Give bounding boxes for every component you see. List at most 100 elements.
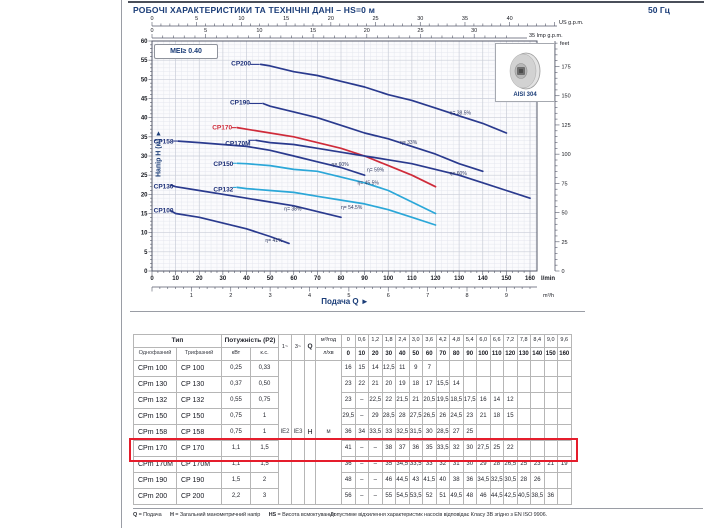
head-value: 51 (435, 488, 450, 505)
power-hp: 1 (250, 408, 279, 425)
pump-model-single-phase: CPm 100 (133, 360, 177, 377)
power-hp: 2 (250, 472, 279, 489)
svg-text:6: 6 (387, 293, 390, 299)
svg-text:7: 7 (426, 293, 429, 299)
curve-label-CP130: CP130 (154, 184, 174, 191)
head-value: 14 (368, 360, 383, 377)
flow-unit-m3h: м³/год (315, 334, 342, 348)
flow-value-lmin: 70 (435, 347, 450, 361)
head-value: 26 (530, 472, 545, 489)
svg-text:110: 110 (407, 276, 417, 282)
flow-value-lmin: 60 (422, 347, 437, 361)
efficiency-label-CP150: η= 45.5% (358, 180, 380, 186)
flow-value-m3h: 5,4 (462, 334, 477, 348)
svg-text:9: 9 (505, 293, 508, 299)
head-value: 35 (422, 440, 437, 457)
head-value (516, 440, 531, 457)
pump-model-single-phase: CPm 132 (133, 392, 177, 409)
head-value (476, 376, 491, 393)
pump-model-three-phase: CP 150 (176, 408, 222, 425)
svg-text:25: 25 (562, 240, 568, 246)
curve-CP170M (255, 139, 531, 200)
svg-text:35: 35 (462, 16, 468, 22)
head-value: 41 (341, 440, 356, 457)
col-header-hp: к.с. (250, 347, 279, 361)
flow-value-m3h: 1,2 (368, 334, 383, 348)
head-value: 29,5 (341, 408, 356, 425)
power-kw: 0,25 (221, 360, 251, 377)
svg-text:35 Imp g.p.m.: 35 Imp g.p.m. (529, 33, 563, 39)
impeller-material-badge: AISI 304 (495, 43, 555, 102)
svg-text:30: 30 (417, 16, 423, 22)
head-value: 16 (341, 360, 356, 377)
head-value (557, 440, 572, 457)
efficiency-label-CP190: η= 33% (400, 140, 418, 146)
head-symbol: H (304, 360, 316, 505)
head-value: 28 (516, 472, 531, 489)
col-header-kw: кВт (221, 347, 251, 361)
power-kw: 1,5 (221, 472, 251, 489)
footnote-legend: Q = Подача H = Загальний манометричний н… (133, 512, 342, 518)
svg-text:140: 140 (478, 276, 489, 282)
x-scale-imp-gpm: 0 5 10 15 20 25 30 35 Imp g.p.m. (150, 28, 563, 39)
flow-value-lmin: 40 (395, 347, 410, 361)
head-value: 32,5 (395, 424, 410, 441)
head-value: 44,5 (395, 472, 410, 489)
svg-text:175: 175 (562, 65, 571, 71)
head-value: 21,5 (395, 392, 410, 409)
col-header-power: Потужність (P2) (221, 334, 279, 348)
head-value: 12 (503, 392, 518, 409)
head-value: 20,5 (422, 392, 437, 409)
head-value: 36 (408, 440, 423, 457)
y-axis-feet: 0 25 50 75 100 125 150 175 feet (554, 41, 571, 275)
head-value: 35 (381, 456, 396, 473)
svg-text:80: 80 (338, 276, 345, 282)
svg-text:60: 60 (290, 276, 297, 282)
head-value (530, 392, 545, 409)
svg-text:25: 25 (417, 28, 423, 34)
head-value: 20 (381, 376, 396, 393)
pump-model-three-phase: CP 190 (176, 472, 222, 489)
head-value: 18 (408, 376, 423, 393)
head-value: 19 (395, 376, 410, 393)
curve-label-CP150: CP150 (213, 161, 233, 168)
head-value: 41,5 (422, 472, 437, 489)
head-value: 49,5 (449, 488, 464, 505)
x-axis-title: Подача Q ► (321, 297, 369, 306)
power-kw: 0,75 (221, 408, 251, 425)
flow-value-lmin: 130 (516, 347, 531, 361)
head-value: 22 (354, 376, 369, 393)
table-row-cpm-150: CPm 150 CP 150 0,75 1 29,5–29 28,5 28 27,5 26,5 2… (133, 408, 572, 425)
flow-value-m3h: 9,0 (543, 334, 558, 348)
flow-value-m3h: 1,8 (381, 334, 396, 348)
head-value: 21 (476, 408, 491, 425)
svg-text:10: 10 (238, 16, 244, 22)
head-value (476, 424, 491, 441)
head-value (543, 472, 558, 489)
header-row-2: Однофазний Трифазний кВт к.с. л/хв 0 10 20 30 40 5… (133, 347, 572, 361)
col-header-single-phase: Однофазний (133, 347, 177, 361)
pump-model-three-phase: CP 158 (176, 424, 222, 441)
head-value: 27,5 (408, 408, 423, 425)
svg-text:feet: feet (560, 41, 570, 47)
head-value: 23 (341, 376, 356, 393)
head-value: – (354, 472, 369, 489)
svg-text:150: 150 (501, 276, 512, 282)
svg-text:55: 55 (141, 58, 148, 64)
svg-text:25: 25 (141, 173, 148, 179)
footnote-divider (133, 508, 703, 509)
head-value: 38 (381, 440, 396, 457)
efficiency-label-CP158: η= 60% (332, 162, 350, 168)
head-value: 38 (449, 472, 464, 489)
head-value: 15 (354, 360, 369, 377)
grid-major (152, 41, 537, 271)
pump-model-three-phase: CP 100 (176, 360, 222, 377)
pump-model-three-phase: CP 170M (176, 456, 222, 473)
pump-model-three-phase: CP 132 (176, 392, 222, 409)
pump-curves: CP100 η= 41% CP130 η= 38% CP132 η= 54.5% CP150… (154, 61, 531, 245)
flow-value-lmin: 120 (503, 347, 518, 361)
head-value: – (354, 488, 369, 505)
power-hp: 3 (250, 488, 279, 505)
x-axis-lmin: 0 10 20 30 40 50 60 70 80 90 100 110 120 130 140 150 160… (150, 271, 555, 282)
